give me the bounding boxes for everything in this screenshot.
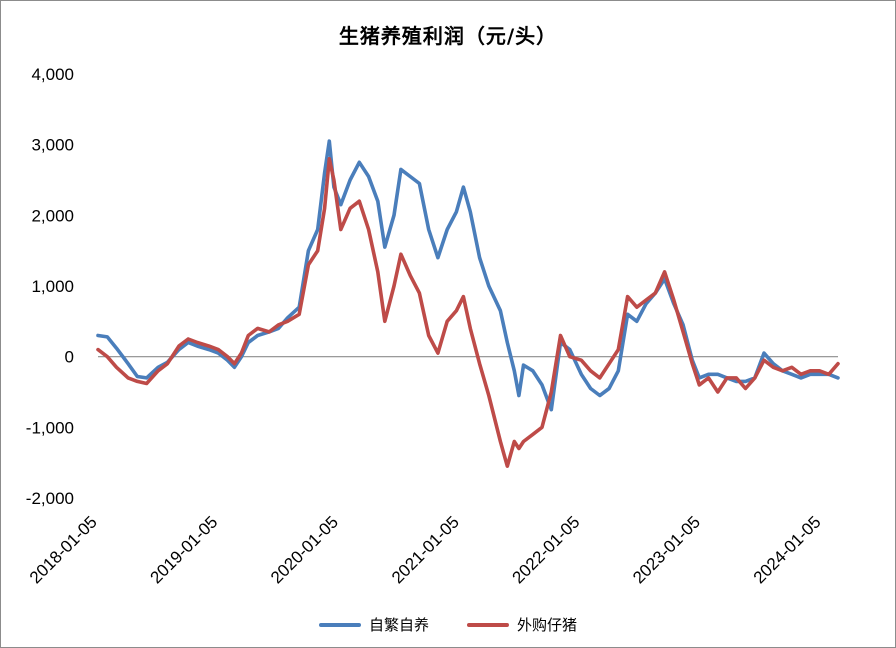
series-line-1 — [96, 157, 840, 468]
y-tick-label: 4,000 — [31, 65, 74, 84]
y-tick-label: 3,000 — [31, 136, 74, 155]
x-tick-label: 2018-01-05 — [26, 512, 101, 587]
y-tick-label: -1,000 — [26, 418, 74, 437]
chart-title: 生猪养殖利润（元/头） — [338, 24, 558, 48]
legend-item-series-0: 自繁自养 — [318, 614, 429, 635]
legend: 自繁自养 外购仔猪 — [0, 614, 896, 635]
legend-label-series-1: 外购仔猪 — [517, 616, 578, 634]
legend-label-series-0: 自繁自养 — [368, 616, 429, 634]
legend-item-series-1: 外购仔猪 — [467, 614, 577, 635]
x-axis-ticks: 2018-01-05 2019-01-05 2020-01-05 2021-01-05… — [26, 512, 825, 587]
y-tick-label: 1,000 — [31, 277, 74, 296]
y-tick-label: 0 — [65, 348, 74, 367]
y-axis-ticks: -2,000 -1,000 0 1,000 2,000 3,000 4,000 — [26, 65, 74, 508]
x-tick-label: 2020-01-05 — [267, 512, 342, 587]
series-lines — [96, 139, 840, 468]
x-tick-label: 2022-01-05 — [509, 512, 584, 587]
legend-swatch-series-0 — [318, 622, 361, 627]
legend-swatch-series-1 — [467, 622, 509, 627]
x-tick-label: 2019-01-05 — [146, 512, 221, 587]
y-tick-label: -2,000 — [26, 489, 74, 508]
series-line-0 — [96, 139, 840, 412]
x-tick-label: 2024-01-05 — [750, 512, 825, 587]
y-tick-label: 2,000 — [31, 206, 74, 225]
x-tick-label: 2023-01-05 — [629, 512, 704, 587]
x-tick-label: 2021-01-05 — [388, 512, 463, 587]
